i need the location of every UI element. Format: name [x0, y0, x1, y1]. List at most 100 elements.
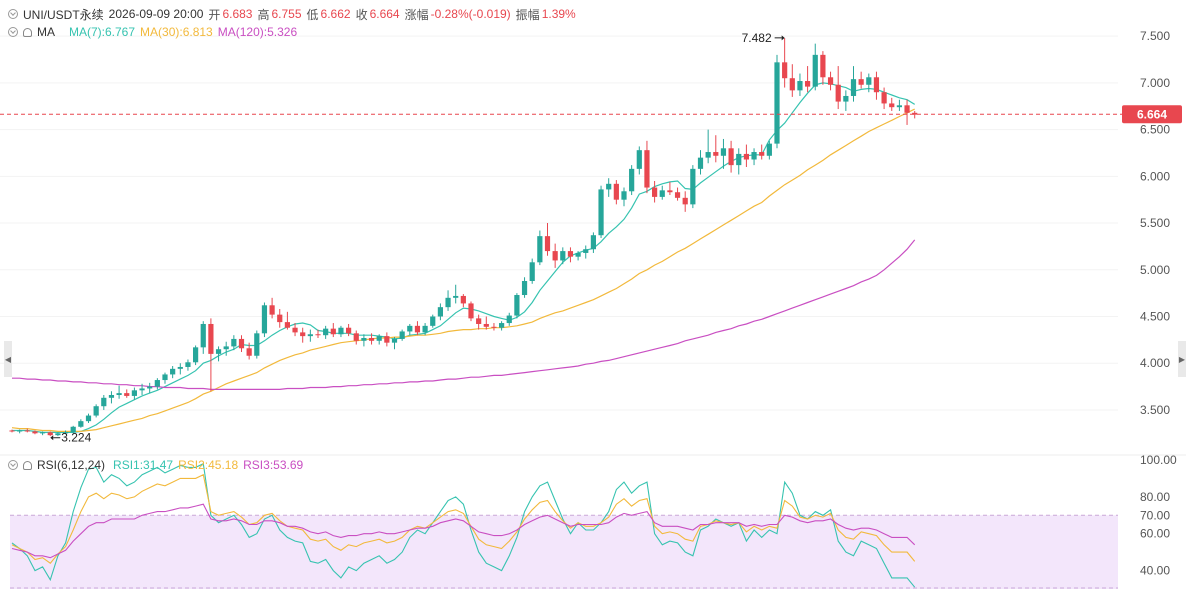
candle-body	[40, 432, 46, 434]
open-value: 6.683	[222, 7, 253, 21]
candle-body	[170, 368, 176, 375]
ma-line-ma30	[11, 108, 915, 432]
candle-body	[223, 346, 229, 350]
candle	[208, 318, 214, 392]
candle-body	[124, 393, 130, 396]
candle-body	[93, 406, 99, 416]
candle	[445, 290, 451, 311]
candle	[215, 346, 222, 362]
candle	[476, 314, 482, 330]
candle	[231, 335, 237, 351]
candle	[575, 251, 581, 261]
candle	[154, 378, 160, 390]
candle-body	[407, 325, 413, 332]
collapse-toggle-icon[interactable]	[8, 9, 18, 19]
candle-body	[468, 303, 474, 319]
rsi-overbought-band	[10, 515, 1118, 589]
candle	[162, 372, 168, 384]
candle	[93, 404, 99, 418]
candle-body	[537, 236, 543, 263]
candle	[368, 333, 375, 345]
collapse-toggle-icon[interactable]	[8, 460, 18, 470]
candle	[652, 181, 658, 203]
candle-body	[782, 62, 788, 79]
candle-body	[284, 322, 290, 328]
candle	[759, 144, 765, 160]
candle-body	[391, 338, 398, 343]
candle	[139, 383, 145, 395]
rsi-line-rsi3	[11, 503, 916, 559]
ma-line-ma120	[12, 239, 916, 390]
candle	[361, 334, 367, 347]
candle-body	[751, 152, 757, 160]
rsi-pane[interactable]: 40.00 60.00 70.00 80.00 100.00	[10, 453, 1177, 589]
rsi-axis: 40.00 60.00 70.00 80.00 100.00	[1140, 453, 1177, 578]
candle-body	[292, 327, 298, 333]
candle-body	[330, 328, 336, 335]
rsi-indicator-label[interactable]: RSI(6,12,24)	[37, 458, 106, 472]
candle	[300, 327, 306, 343]
candle-body	[720, 148, 727, 156]
candle	[430, 314, 436, 328]
candle	[315, 329, 321, 338]
candle	[453, 284, 459, 304]
scroll-left-button[interactable]: ◀	[4, 341, 12, 377]
candle	[537, 230, 543, 266]
high-price-label: 7.482	[742, 31, 772, 45]
candle-body	[47, 432, 53, 436]
candle-body	[881, 92, 887, 104]
candle-body	[460, 295, 466, 304]
candle	[789, 64, 795, 97]
alert-bell-icon[interactable]	[23, 460, 32, 470]
candle-body	[713, 152, 719, 156]
candle	[78, 419, 84, 428]
candle-body	[674, 192, 681, 198]
high-value: 6.755	[271, 7, 302, 21]
candle-body	[606, 183, 612, 190]
candle-body	[101, 397, 107, 407]
moving-average-lines	[11, 82, 916, 433]
rsi-tick-label: 70.00	[1140, 508, 1170, 522]
price-tick-label: 7.500	[1140, 29, 1170, 43]
candle	[284, 311, 290, 330]
candle	[736, 148, 742, 175]
candle-body	[24, 430, 30, 432]
candle-body	[912, 112, 918, 115]
candle	[85, 413, 92, 424]
candle	[659, 185, 665, 200]
candle-body	[55, 433, 61, 436]
candle-body	[652, 187, 658, 197]
rsi-line-rsi1	[11, 462, 916, 588]
candle-body	[9, 430, 15, 432]
candle	[889, 97, 895, 111]
scroll-right-button[interactable]: ▶	[1178, 341, 1186, 377]
symbol-label[interactable]: UNI/USDT永续	[23, 7, 104, 22]
candle	[108, 391, 115, 404]
candle-body	[384, 336, 390, 343]
price-pane[interactable]: 3.500 4.000 4.500 5.000 5.500 6.000 6.500 7.000…	[0, 29, 1186, 456]
candle	[514, 293, 520, 319]
alert-bell-icon[interactable]	[23, 27, 32, 37]
candle	[567, 247, 574, 263]
candle-body	[200, 323, 206, 348]
candle	[468, 301, 474, 322]
candle-body	[476, 318, 482, 324]
candle	[17, 429, 23, 434]
candle-body	[368, 337, 375, 341]
candle	[751, 148, 757, 166]
candle	[812, 43, 818, 91]
candle	[613, 180, 619, 205]
collapse-toggle-icon[interactable]	[8, 27, 18, 37]
close-label: 收	[355, 7, 368, 22]
candle	[881, 87, 887, 110]
ma-indicator-label[interactable]: MA	[37, 25, 55, 39]
candle	[835, 66, 841, 110]
candle-body	[743, 153, 749, 160]
rsi-tick-label: 100.00	[1140, 453, 1177, 467]
candle	[499, 321, 505, 331]
candle-body	[805, 81, 811, 87]
low-price-label: 3.224	[61, 431, 91, 445]
rsi-line-rsi2	[11, 473, 916, 564]
candle	[399, 329, 405, 341]
